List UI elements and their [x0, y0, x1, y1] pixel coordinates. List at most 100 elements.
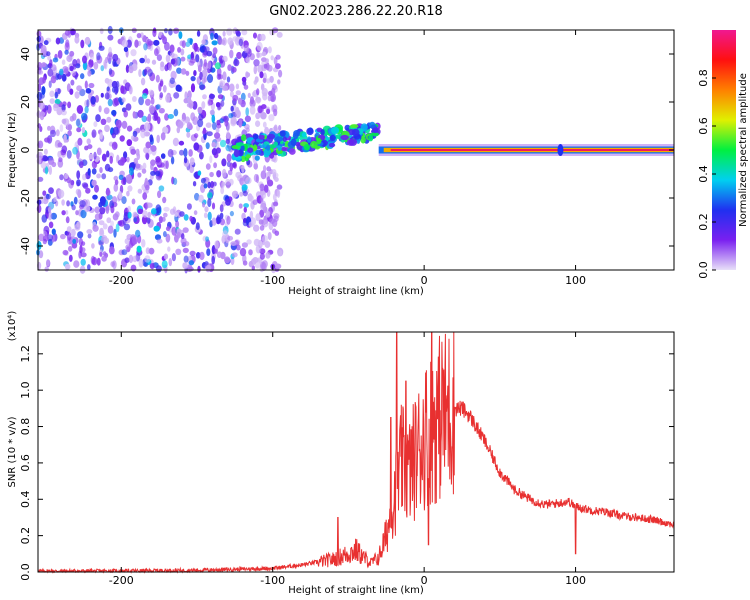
- noise-blob: [127, 185, 133, 192]
- noise-blob: [36, 30, 42, 37]
- noise-blob: [206, 50, 213, 57]
- noise-blob: [49, 59, 53, 68]
- noise-blob: [259, 209, 265, 218]
- noise-blob: [104, 124, 110, 133]
- noise-blob: [253, 238, 260, 247]
- noise-blob: [205, 142, 210, 150]
- noise-blob: [245, 71, 249, 79]
- noise-blob: [212, 47, 218, 55]
- noise-blob: [131, 235, 138, 245]
- noise-blob: [138, 69, 142, 78]
- noise-blob: [264, 241, 271, 248]
- noise-blob: [126, 39, 132, 48]
- noise-blob: [175, 84, 182, 92]
- noise-blob: [132, 211, 138, 219]
- noise-blob: [81, 127, 86, 134]
- noise-blob: [91, 179, 97, 187]
- noise-blob: [64, 42, 70, 52]
- noise-blob: [252, 199, 258, 205]
- noise-blob: [207, 198, 212, 208]
- noise-blob: [207, 211, 212, 221]
- noise-blob: [77, 137, 83, 146]
- noise-blob: [135, 163, 141, 169]
- noise-blob: [202, 94, 207, 100]
- noise-blob: [157, 190, 162, 199]
- noise-blob: [211, 40, 218, 46]
- noise-blob: [66, 83, 71, 92]
- noise-blob: [168, 258, 173, 267]
- noise-blob: [155, 204, 162, 214]
- noise-blob: [224, 120, 229, 127]
- noise-blob: [50, 129, 56, 138]
- noise-blob: [266, 78, 271, 84]
- noise-blob: [87, 70, 92, 77]
- noise-blob: [71, 113, 77, 121]
- noise-blob: [136, 152, 141, 160]
- noise-blob: [75, 118, 81, 127]
- noise-blob: [202, 127, 207, 135]
- noise-blob: [104, 92, 110, 100]
- noise-blob: [222, 37, 227, 46]
- noise-blob: [176, 126, 181, 134]
- noise-blob: [123, 110, 128, 118]
- noise-blob: [61, 145, 68, 154]
- noise-blob: [165, 160, 169, 169]
- noise-blob: [51, 64, 57, 72]
- noise-blob: [161, 216, 166, 222]
- noise-blob: [95, 114, 101, 123]
- noise-blob: [143, 43, 148, 51]
- noise-blob: [185, 70, 190, 76]
- chirp-blob: [316, 137, 322, 145]
- noise-blob: [205, 163, 211, 170]
- noise-blob: [171, 226, 177, 236]
- noise-blob: [213, 162, 218, 169]
- noise-blob: [65, 216, 70, 224]
- noise-blob: [91, 129, 97, 138]
- noise-blob: [146, 202, 153, 208]
- noise-blob: [42, 190, 47, 196]
- noise-blob: [184, 262, 189, 269]
- noise-blob: [163, 206, 170, 212]
- noise-blob: [253, 65, 258, 75]
- noise-blob: [168, 62, 172, 71]
- noise-blob: [82, 55, 87, 64]
- noise-blob: [277, 79, 281, 85]
- noise-blob: [190, 76, 196, 82]
- noise-blob: [78, 250, 82, 259]
- noise-blob: [43, 148, 48, 155]
- noise-blob: [241, 242, 248, 248]
- noise-blob: [256, 51, 260, 59]
- noise-blob: [211, 255, 215, 265]
- noise-blob: [241, 165, 245, 173]
- noise-blob: [269, 75, 274, 83]
- noise-blob: [262, 121, 267, 128]
- noise-blob: [268, 90, 273, 96]
- noise-blob: [143, 122, 151, 131]
- noise-blob: [100, 118, 107, 126]
- noise-blob: [180, 48, 185, 56]
- noise-blob: [209, 93, 215, 99]
- noise-blob: [194, 192, 200, 201]
- noise-blob: [124, 257, 130, 264]
- noise-blob: [108, 152, 114, 159]
- noise-blob: [212, 53, 217, 59]
- noise-blob: [107, 53, 113, 62]
- noise-blob: [187, 96, 192, 103]
- noise-blob: [76, 127, 82, 133]
- noise-blob: [127, 205, 131, 213]
- noise-blob: [144, 88, 149, 94]
- noise-blob: [272, 193, 277, 201]
- noise-blob: [167, 114, 174, 119]
- chirp-blob: [245, 154, 251, 159]
- noise-blob: [126, 156, 130, 163]
- noise-blob: [79, 161, 84, 169]
- x-tick-label: -200: [109, 574, 134, 587]
- chirp-blob: [360, 136, 366, 144]
- noise-blob: [57, 88, 61, 95]
- noise-blob: [239, 247, 247, 257]
- noise-blob: [207, 99, 212, 107]
- noise-blob: [275, 54, 281, 60]
- noise-blob: [244, 115, 251, 123]
- chirp-blob: [233, 149, 240, 158]
- noise-blob: [255, 174, 260, 184]
